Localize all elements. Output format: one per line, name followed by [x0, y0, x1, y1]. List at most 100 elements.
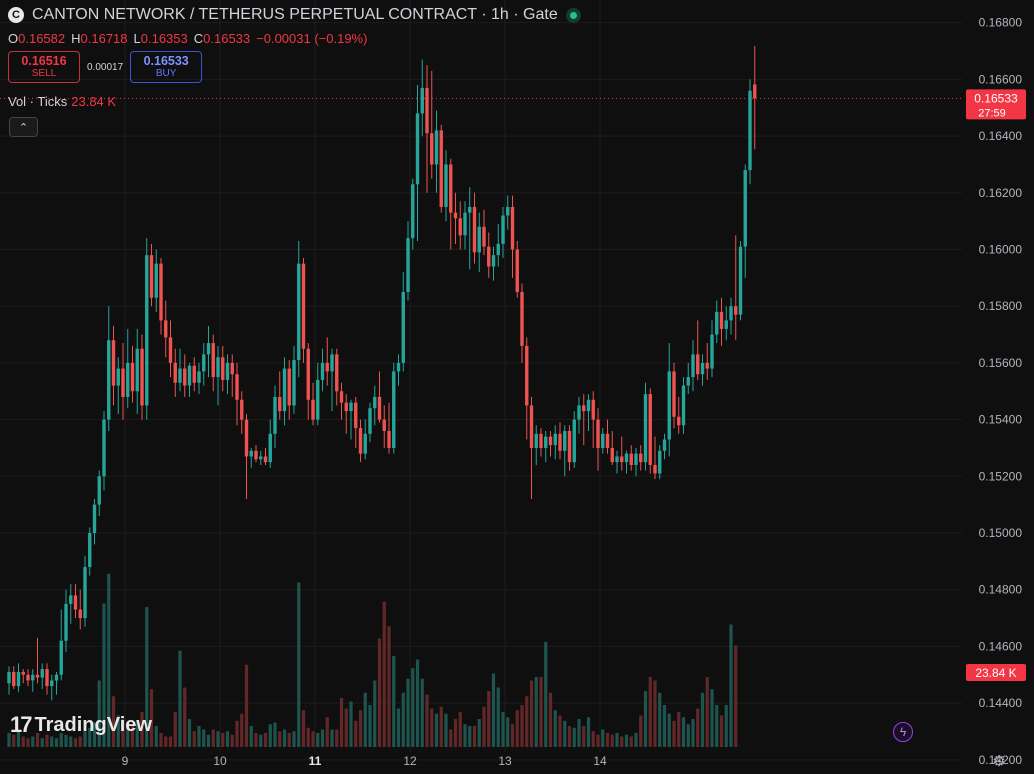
candle-body	[392, 371, 396, 448]
last-price-tag	[966, 89, 1026, 120]
volume-bar	[273, 722, 277, 747]
candle-body	[472, 206, 477, 253]
price-tick-label: 0.14400	[979, 696, 1023, 710]
sell-label: SELL	[31, 68, 57, 79]
candle-body	[273, 396, 277, 434]
candle-body	[577, 405, 581, 420]
volume-bar	[335, 729, 339, 747]
candle-body	[311, 399, 315, 420]
candle-body	[358, 428, 363, 454]
gear-icon[interactable]: ⚙	[992, 753, 1006, 770]
volume-bar	[254, 733, 258, 747]
volume-bar	[444, 713, 448, 747]
volume-bar	[677, 712, 681, 747]
volume-bar	[430, 708, 434, 747]
volume-bar	[121, 719, 125, 747]
price-tick-label: 0.16000	[979, 242, 1023, 256]
candle-body	[31, 674, 35, 681]
candle-body	[382, 419, 386, 431]
tradingview-mark-icon: 17	[10, 712, 33, 737]
buy-button[interactable]: 0.16533 BUY	[130, 51, 203, 83]
candle-body	[629, 453, 633, 465]
lightning-icon[interactable]: ϟ	[893, 722, 913, 742]
volume-bar	[178, 650, 182, 747]
volume-bar	[591, 731, 595, 747]
volume-bar	[620, 736, 624, 747]
volume-bar	[553, 710, 557, 747]
candle-body	[254, 450, 258, 460]
candle-body	[178, 368, 182, 383]
candle-body	[259, 456, 263, 460]
candle-body	[515, 249, 519, 293]
volume-value: 23.84 K	[71, 94, 117, 109]
candle-body	[643, 394, 648, 463]
candle-body	[425, 87, 429, 134]
volume-bar	[705, 677, 709, 747]
candle-body	[534, 433, 538, 448]
volume-bar	[715, 705, 719, 747]
volume-bar	[354, 720, 358, 747]
open-label: O	[8, 31, 19, 46]
candle-body	[149, 255, 154, 298]
volume-bar	[686, 724, 690, 747]
candle-body	[653, 464, 657, 474]
volume-bar	[520, 705, 524, 747]
candle-body	[715, 311, 719, 335]
volume-bar	[539, 677, 543, 747]
open-value: 0.16582	[18, 31, 66, 46]
sell-button[interactable]: 0.16516 SELL	[8, 51, 80, 83]
volume-bar	[529, 680, 534, 747]
candle-body	[373, 396, 377, 409]
candle-body	[206, 343, 211, 355]
high-label: H	[71, 31, 81, 46]
candle-body	[620, 456, 624, 463]
candle-body	[168, 337, 173, 363]
volume-bar	[572, 727, 576, 747]
price-tick-label: 0.14200	[979, 753, 1023, 767]
volume-legend[interactable]: Vol · Ticks 23.84 K	[8, 94, 116, 109]
volume-bar	[496, 687, 500, 747]
candle-body	[292, 360, 296, 406]
time-tick-label: 13	[498, 754, 512, 768]
volume-bar	[544, 642, 548, 747]
volume-bar	[31, 736, 35, 747]
symbol-title[interactable]: CANTON NETWORK / TETHERUS PERPETUAL CONT…	[32, 6, 558, 23]
candle-body	[430, 133, 434, 165]
volume-bar	[639, 715, 643, 747]
volume-bar	[558, 715, 562, 747]
candle-body	[12, 671, 16, 687]
price-tick-label: 0.16200	[979, 186, 1023, 200]
volume-bar	[472, 726, 477, 747]
volume-bar	[643, 691, 648, 747]
candle-body	[183, 368, 187, 386]
volume-bar	[605, 733, 610, 747]
tradingview-logo[interactable]: 17 TradingView	[10, 712, 152, 738]
candle-body	[582, 405, 586, 412]
candle-body	[159, 263, 163, 321]
candle-body	[662, 439, 667, 451]
chevron-up-icon: ⌃	[18, 121, 29, 134]
volume-bar	[282, 729, 287, 747]
volume-bar	[59, 733, 63, 747]
candle-body	[639, 453, 643, 463]
volume-bar	[69, 736, 73, 747]
volume-bar	[563, 720, 567, 747]
candle-body	[69, 595, 73, 604]
candle-body	[496, 243, 500, 256]
volume-bar	[681, 717, 686, 747]
candle-body	[316, 379, 320, 420]
candle-body	[344, 402, 348, 412]
collapse-legend-button[interactable]: ⌃	[9, 117, 38, 137]
volume-bar	[35, 733, 40, 747]
volume-bar	[363, 692, 367, 747]
volume-bar	[83, 731, 87, 747]
volume-bar	[658, 692, 662, 747]
volume-bar	[202, 729, 206, 747]
volume-bar	[525, 696, 529, 747]
candle-body	[738, 246, 743, 315]
volume-bar	[183, 687, 187, 747]
close-label: C	[193, 31, 204, 46]
candle-body	[64, 603, 68, 641]
candle-body	[753, 84, 757, 99]
